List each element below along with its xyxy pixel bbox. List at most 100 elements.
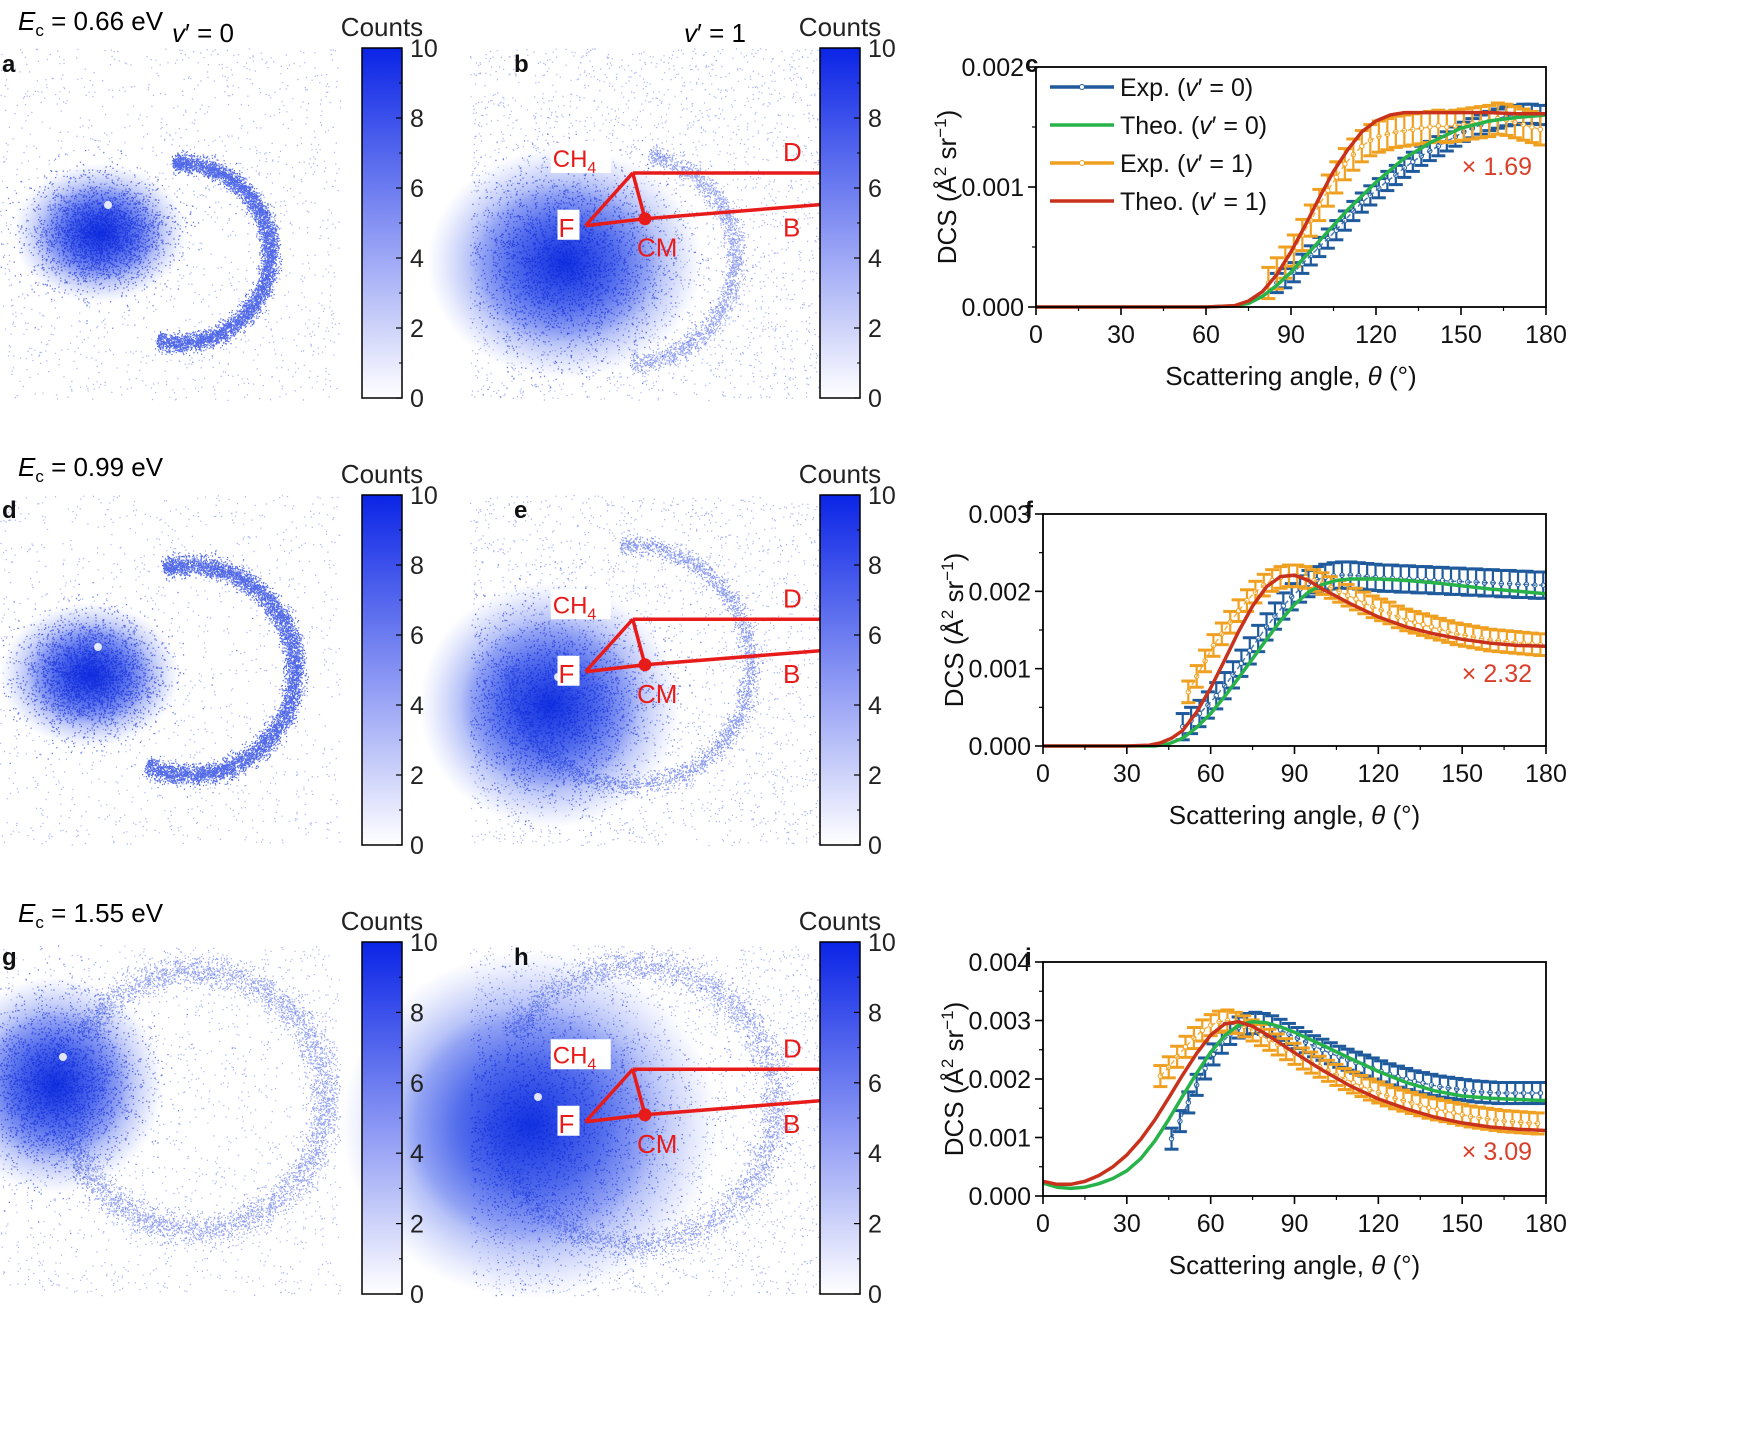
row-header-1: Ec = 0.66 eV [18, 6, 164, 40]
colorbar-tick-label: 4 [410, 245, 424, 273]
column-header-v1: v′ = 1 [684, 18, 746, 48]
colorbar-gradient [361, 941, 403, 1295]
row-header-3: Ec = 1.55 eV [18, 898, 164, 932]
ch4-label-bg [550, 1039, 611, 1070]
series-exp1 [1153, 1008, 1545, 1136]
x-tick-label: 0 [1029, 321, 1043, 349]
y-tick-label: 0.002 [961, 54, 1024, 82]
panel-letter-b: b [514, 51, 529, 78]
legend-label: Exp. (v′ = 1) [1120, 150, 1253, 178]
colorbar-tick-label: 8 [868, 105, 882, 133]
detector-image-g [0, 945, 342, 1297]
x-axis-label: Scattering angle, θ (°) [1165, 361, 1416, 391]
colorbar-title: Counts [799, 906, 881, 936]
vector-ch4-cm [631, 1068, 647, 1116]
beam-spot [59, 1053, 67, 1061]
chart-i: 0 30 60 90 120 150 180 0.000 0.001 0.002 0.003 0.00… [938, 949, 1567, 1280]
x-tick-label: 0 [1036, 760, 1050, 788]
vector-f-cm [585, 1113, 646, 1124]
x-tick-label: 180 [1525, 760, 1567, 788]
colorbar-tick-label: 8 [868, 552, 882, 580]
colorbar-tick-label: 0 [868, 1281, 882, 1309]
series-theo0 [1043, 1019, 1546, 1191]
vector-ch4-cm [631, 172, 647, 220]
series-line [1043, 573, 1546, 748]
legend-marker [1079, 84, 1085, 90]
colorbar-tick-label: 10 [410, 482, 438, 510]
panel-letter-g: g [2, 944, 17, 971]
x-tick-label: 120 [1357, 1210, 1399, 1238]
scale-factor-label: × 2.32 [1462, 660, 1532, 688]
vector-diagram: F CH4 CM D B [550, 583, 821, 709]
detector-image-h: F CH4 CM D B [341, 945, 822, 1299]
x-axis-label: Scattering angle, θ (°) [1169, 1250, 1420, 1280]
series-theo1 [1043, 1019, 1546, 1187]
x-tick-label: 60 [1192, 321, 1220, 349]
series-line [1187, 575, 1541, 693]
colorbar-tick-label: 10 [868, 482, 896, 510]
vector-f-ch4 [584, 1068, 635, 1123]
beam-spot [534, 1093, 542, 1101]
scale-factor-label: × 3.09 [1462, 1138, 1532, 1166]
x-tick-label: 150 [1440, 321, 1482, 349]
legend-label: Theo. (v′ = 0) [1120, 112, 1267, 140]
label-ch4: CH4 [553, 592, 597, 623]
panel-letter-a: a [2, 51, 16, 78]
label-b: B [783, 659, 800, 689]
hot-spot [400, 1005, 660, 1245]
colorbar-tick-label: 8 [868, 999, 882, 1027]
vector-ch4-cm [631, 618, 647, 666]
colorbar-tick-label: 0 [410, 832, 424, 860]
hot-spot-dots [2, 582, 238, 768]
beam-spot [104, 201, 112, 209]
colorbar-tick-label: 6 [410, 1070, 424, 1098]
colorbar-tick-label: 0 [410, 385, 424, 413]
label-d: D [783, 137, 802, 167]
series-line [1159, 1019, 1538, 1125]
colorbar-tick-label: 2 [868, 315, 882, 343]
label-b: B [783, 1109, 800, 1139]
series-line [1043, 577, 1546, 748]
vector-diagram: F CH4 CM D B [550, 137, 821, 263]
plot-area [1036, 101, 1546, 309]
label-b: B [783, 213, 800, 243]
hot-spot [40, 185, 160, 281]
y-axis-label: DCS (Å2 sr−1) [938, 553, 969, 708]
colorbar-tick-label: 2 [868, 1211, 882, 1239]
hot-spot-dots [0, 945, 233, 1235]
x-tick-label: 30 [1113, 760, 1141, 788]
x-tick-label: 30 [1107, 321, 1135, 349]
y-tick-label: 0.000 [961, 294, 1024, 322]
vector-diagram: F CH4 CM D B [550, 1033, 821, 1159]
vector-b [644, 1099, 821, 1117]
colorbar-tick-label: 10 [868, 35, 896, 63]
y-tick-label: 0.001 [968, 656, 1031, 684]
scale-factor-label: × 1.69 [1462, 153, 1532, 181]
y-tick-label: 0.000 [968, 733, 1031, 761]
vector-f-cm [585, 216, 646, 228]
plot-frame [1042, 513, 1547, 747]
colorbar-tick-label: 6 [410, 175, 424, 203]
colorbar-tick-label: 0 [410, 1281, 424, 1309]
x-tick-label: 180 [1525, 321, 1567, 349]
colorbar-tick-label: 6 [868, 1070, 882, 1098]
colorbar-tick-label: 2 [868, 762, 882, 790]
beam-spot [94, 643, 102, 651]
colorbar-title: Counts [799, 12, 881, 42]
x-tick-label: 120 [1355, 321, 1397, 349]
label-d: D [783, 1033, 802, 1063]
y-tick-label: 0.003 [968, 501, 1031, 529]
background-speckle [0, 945, 341, 1297]
scattering-ring [142, 551, 309, 798]
colorbar-title: Counts [341, 906, 423, 936]
x-tick-label: 90 [1277, 321, 1305, 349]
cm-dot [638, 212, 652, 226]
colorbar-tick-label: 10 [410, 35, 438, 63]
x-tick-label: 60 [1197, 1210, 1225, 1238]
panel-letter-c: c [1025, 51, 1038, 78]
x-tick-label: 90 [1281, 1210, 1309, 1238]
colorbar-gradient [819, 47, 861, 399]
chart-c: 0 30 60 90 120 150 180 0.000 0.001 0.002 Scatterin… [931, 54, 1567, 391]
